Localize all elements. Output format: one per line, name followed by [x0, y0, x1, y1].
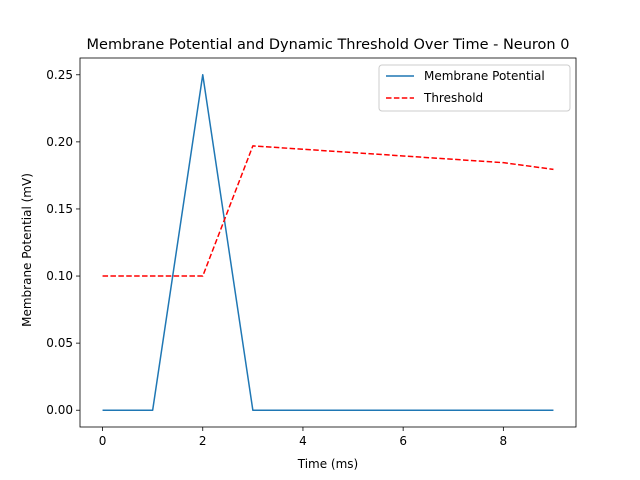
- x-tick-label: 2: [199, 434, 207, 448]
- x-axis-label: Time (ms): [297, 457, 359, 471]
- legend-entry: Threshold: [423, 91, 483, 105]
- axes-frame: [79, 57, 577, 428]
- x-tick-label: 6: [399, 434, 407, 448]
- x-tick-label: 0: [99, 434, 107, 448]
- chart-title: Membrane Potential and Dynamic Threshold…: [87, 37, 570, 53]
- legend-box: [378, 64, 571, 112]
- y-tick-label: 0.10: [46, 269, 73, 283]
- x-tick-label: 8: [500, 434, 508, 448]
- series-line-membrane-potential: [102, 74, 554, 411]
- legend-entry: Membrane Potential: [424, 69, 545, 83]
- y-axis-label: Membrane Potential (mV): [20, 173, 34, 327]
- y-tick-label: 0.20: [46, 135, 73, 149]
- y-tick-label: 0.00: [46, 403, 73, 417]
- y-tick-label: 0.05: [46, 336, 73, 350]
- plot-area: 0 2 4 6 8 0.00 0.05 0.10 0.15 0.20 0.25: [46, 57, 577, 448]
- y-tick-label: 0.15: [46, 202, 73, 216]
- legend: Membrane Potential Threshold: [378, 64, 571, 112]
- series-line-threshold: [102, 145, 554, 277]
- y-tick-label: 0.25: [46, 68, 73, 82]
- x-tick-label: 4: [299, 434, 307, 448]
